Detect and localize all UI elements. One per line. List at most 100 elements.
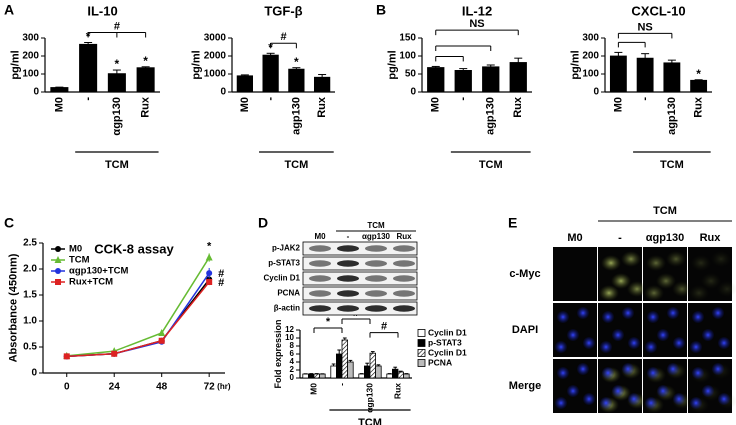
x-tick-label: αgp130 <box>364 383 374 413</box>
y-tick-label: 0 <box>290 373 295 382</box>
chart-title: IL-12 <box>462 3 492 18</box>
nucleus <box>555 341 567 353</box>
y-tick-label: 8 <box>290 341 295 350</box>
bar <box>375 365 382 379</box>
bar <box>397 371 404 379</box>
y-tick-label: 300 <box>22 33 39 44</box>
nucleus <box>555 397 567 409</box>
bar <box>330 365 337 379</box>
blot-row-label: Cyclin D1 <box>264 274 301 283</box>
nucleus <box>583 393 595 405</box>
nucleus <box>647 311 659 323</box>
x-tick-label: M0 <box>239 97 251 112</box>
cytoplasm-signal <box>656 273 676 289</box>
x-tick-label: - <box>265 97 277 101</box>
x-tick-label: Rux <box>316 96 328 118</box>
blot-band <box>365 275 387 282</box>
bar <box>335 353 343 379</box>
group-label: TCM <box>105 159 129 171</box>
nucleus <box>692 311 704 323</box>
comparison-label: NS <box>637 21 652 33</box>
y-axis-label: pg/ml <box>191 50 203 79</box>
x-tick-label: Rux <box>693 96 705 118</box>
blot-strip <box>302 286 418 301</box>
panel-label: B <box>376 2 386 18</box>
blot-band <box>393 305 415 312</box>
nucleus <box>583 337 595 349</box>
blot-band <box>365 305 387 312</box>
significance-mark: # <box>218 268 224 280</box>
bar <box>454 70 472 93</box>
lane-label: Rux <box>396 232 412 241</box>
cytoplasm-signal <box>627 281 647 297</box>
y-tick-label: 50 <box>405 69 417 80</box>
column-label: M0 <box>567 232 582 244</box>
comparison-label: # <box>280 31 286 43</box>
x-tick-label: agp130 <box>290 97 302 135</box>
nucleus <box>667 307 679 319</box>
x-tick-label: Rux <box>512 96 524 118</box>
nucleus <box>690 397 702 409</box>
row-label: DAPI <box>512 324 538 336</box>
nucleus <box>600 341 612 353</box>
nucleus <box>567 329 579 341</box>
nucleus <box>667 363 679 375</box>
y-tick-label: 150 <box>399 33 416 44</box>
lane-label: - <box>347 232 350 241</box>
nucleus <box>645 341 657 353</box>
x-tick-label: 24 <box>109 382 121 393</box>
x-tick-label: 0 <box>64 382 70 393</box>
bar <box>50 87 69 93</box>
bar <box>386 373 393 379</box>
y-tick-label: 1.0 <box>23 316 37 327</box>
micrograph <box>553 247 597 301</box>
bar <box>313 373 320 379</box>
y-axis-label: pg/ml <box>387 50 399 79</box>
y-tick-label: 300 <box>582 33 599 44</box>
x-tick-label: M0 <box>612 97 624 112</box>
marker <box>55 246 61 252</box>
chart-title: IL-10 <box>87 3 117 18</box>
blot-row-label: β-actin <box>274 304 300 313</box>
blot-band <box>309 305 331 312</box>
blot-band <box>309 275 331 282</box>
cytoplasm-signal <box>717 281 736 297</box>
bar <box>369 352 376 379</box>
nucleus <box>612 385 624 397</box>
bar <box>262 54 279 93</box>
panel-label: A <box>4 2 14 18</box>
y-tick-label: 2.0 <box>23 264 37 275</box>
bar <box>347 361 354 379</box>
y-tick-label: 4 <box>290 357 295 366</box>
nucleus <box>602 311 614 323</box>
x-tick-label: - <box>82 97 94 101</box>
y-axis-label: pg/ml <box>10 50 22 79</box>
x-tick-label: agp130 <box>666 97 678 135</box>
significance-mark: * <box>115 57 120 71</box>
cytoplasm-signal <box>611 273 631 289</box>
nucleus <box>702 385 714 397</box>
group-label: TCM <box>653 205 677 217</box>
marker <box>158 337 165 344</box>
blot-band <box>365 290 387 297</box>
blot-band <box>337 275 359 282</box>
blot-strip <box>302 241 418 256</box>
x-tick-label: M0 <box>53 97 65 112</box>
column-label: αgp130 <box>646 232 685 244</box>
x-tick-label: M0 <box>430 97 442 112</box>
row-label: Merge <box>509 380 541 392</box>
x-tick-label: αgp130 <box>111 97 123 136</box>
series-line <box>66 257 210 357</box>
y-tick-label: 0 <box>31 368 37 379</box>
nucleus <box>692 367 704 379</box>
cytoplasm-signal <box>691 255 711 271</box>
y-tick-label: 200 <box>582 51 599 62</box>
legend-label: p-STAT3 <box>428 337 462 347</box>
y-tick-label: 1000 <box>204 69 227 80</box>
y-axis-label: Absorbance (450nm) <box>8 253 20 362</box>
cytoplasm-signal <box>689 285 709 301</box>
nucleus <box>628 337 640 349</box>
cytoplasm-signal <box>644 285 664 301</box>
nucleus <box>557 367 569 379</box>
